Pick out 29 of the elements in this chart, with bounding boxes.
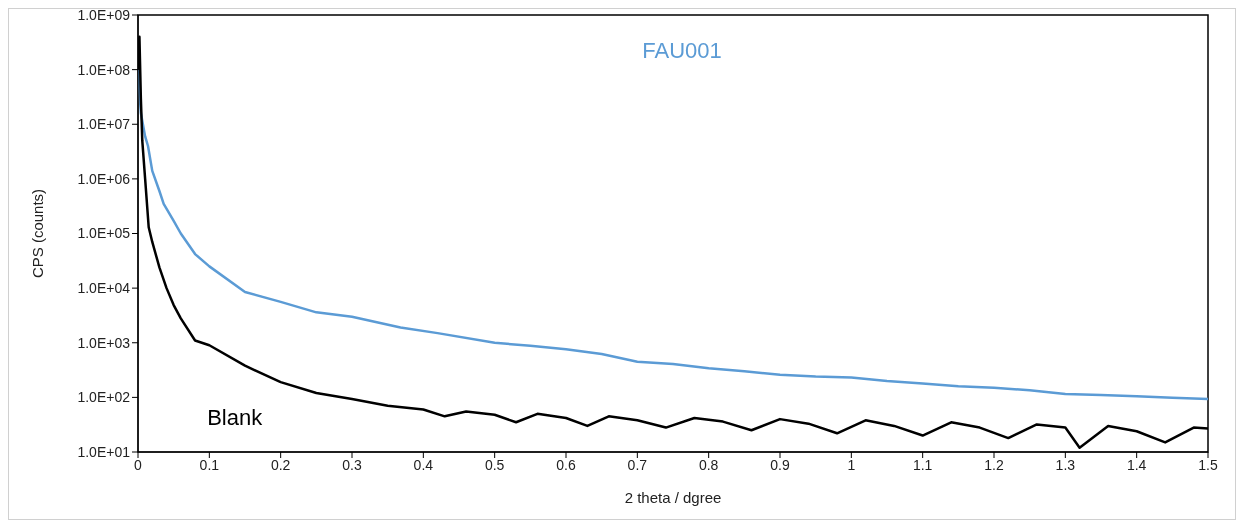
- x-tick-label: 0.3: [342, 456, 362, 473]
- y-tick-label: 1.0E+03: [77, 334, 131, 351]
- x-tick-label: 1.4: [1126, 456, 1147, 473]
- x-tick-label: 0: [134, 456, 143, 473]
- y-tick-label: 1.0E+09: [77, 6, 131, 23]
- y-tick-label: 1.0E+01: [77, 443, 131, 460]
- x-tick-label: 1: [847, 456, 856, 473]
- x-tick-label: 0.5: [484, 456, 505, 473]
- y-tick-label: 1.0E+05: [77, 225, 131, 242]
- y-tick-label: 1.0E+07: [77, 116, 131, 133]
- x-tick-label: 1.3: [1055, 456, 1076, 473]
- text: FAU001: [642, 37, 722, 63]
- y-tick-label: 1.0E+06: [77, 170, 131, 187]
- x-tick-label: 0.6: [556, 456, 576, 473]
- x-tick-label: 0.2: [270, 456, 291, 473]
- x-tick-label: 0.8: [698, 456, 719, 473]
- y-tick-label: 1.0E+02: [77, 389, 131, 406]
- y-tick-label: 1.0E+04: [77, 280, 131, 297]
- x-tick-label: 1.2: [984, 456, 1004, 473]
- x-tick-label: 0.7: [627, 456, 648, 473]
- x-tick-label: 0.1: [199, 456, 220, 473]
- y-axis-title: CPS (counts): [29, 188, 47, 279]
- x-tick-label: 1.1: [912, 456, 933, 473]
- x-tick-label: 0.4: [413, 456, 434, 473]
- x-tick-label: 1.5: [1198, 456, 1218, 473]
- y-tick-label: 1.0E+08: [77, 61, 131, 78]
- series-label: Blank: [207, 404, 264, 430]
- x-tick-label: 0.9: [770, 456, 790, 473]
- x-axis-title: 2 theta / dgree: [624, 489, 722, 506]
